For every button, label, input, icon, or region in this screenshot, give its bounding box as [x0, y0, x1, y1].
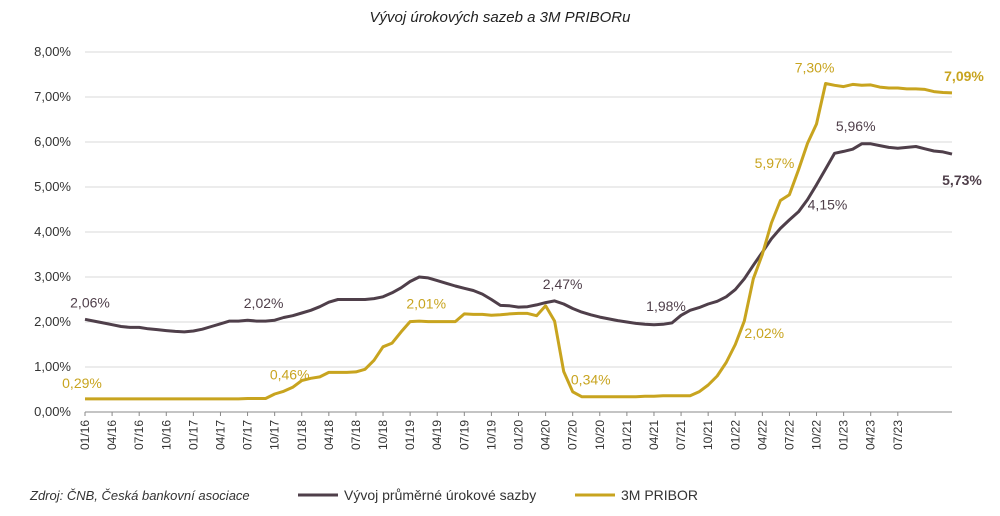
x-tick-label: 04/17: [213, 420, 227, 450]
x-tick-label: 01/20: [512, 420, 526, 450]
x-tick-label: 07/23: [891, 420, 905, 450]
x-tick-label: 10/18: [376, 420, 390, 450]
y-tick-label: 8,00%: [34, 44, 71, 59]
y-axis: 0,00% 1,00% 2,00% 3,00% 4,00% 5,00% 6,00% 7,00%…: [34, 44, 71, 419]
legend: Vývoj průměrné úrokové sazby 3M PRIBOR: [298, 487, 698, 503]
x-tick-label: 10/19: [484, 420, 498, 450]
x-tick-label: 04/22: [755, 420, 769, 450]
x-tick-label: 04/18: [322, 420, 336, 450]
y-tick-label: 5,00%: [34, 179, 71, 194]
x-tick-label: 10/17: [268, 420, 282, 450]
x-tick-label: 04/16: [105, 420, 119, 450]
x-tick-label: 01/16: [78, 420, 92, 450]
y-tick-label: 2,00%: [34, 314, 71, 329]
source-note: Zdroj: ČNB, Česká bankovní asociace: [29, 488, 250, 503]
x-tick-label: 04/19: [430, 420, 444, 450]
y-tick-label: 6,00%: [34, 134, 71, 149]
data-label: 2,01%: [406, 296, 446, 312]
data-label: 1,98%: [646, 298, 686, 314]
x-tick-label: 07/21: [674, 420, 688, 450]
series-line-rate: [84, 142, 953, 334]
x-tick-label: 01/19: [403, 420, 417, 450]
data-label: 2,47%: [543, 276, 583, 292]
x-tick-label: 04/20: [539, 420, 553, 450]
y-tick-label: 7,00%: [34, 89, 71, 104]
x-axis: 01/16 04/16 07/16 10/16 01/17 04/17 07/17 10/17…: [78, 412, 905, 450]
data-labels: 2,06% 2,02% 2,47% 1,98% 4,15% 5,96% 5,73% 0,29%…: [62, 60, 984, 391]
x-tick-label: 07/17: [241, 420, 255, 450]
legend-label-rate: Vývoj průměrné úrokové sazby: [344, 487, 536, 503]
data-label: 5,73%: [942, 172, 982, 188]
data-label: 2,02%: [244, 295, 284, 311]
y-tick-label: 3,00%: [34, 269, 71, 284]
data-label: 7,30%: [795, 60, 835, 76]
x-tick-label: 01/17: [186, 420, 200, 450]
x-tick-label: 01/21: [620, 420, 634, 450]
data-label: 0,34%: [571, 372, 611, 388]
data-label: 0,46%: [270, 366, 310, 382]
x-tick-label: 10/22: [810, 420, 824, 450]
data-label: 0,29%: [62, 375, 102, 391]
x-tick-label: 07/22: [782, 420, 796, 450]
x-tick-label: 10/16: [159, 420, 173, 450]
series-line-pribor: [85, 82, 953, 401]
chart-title: Vývoj úrokových sazeb a 3M PRIBORu: [370, 9, 632, 26]
x-tick-label: 01/23: [837, 420, 851, 450]
data-label: 2,02%: [744, 325, 784, 341]
data-label: 7,09%: [944, 68, 984, 84]
x-tick-label: 01/22: [728, 420, 742, 450]
x-tick-label: 10/21: [701, 420, 715, 450]
x-tick-label: 04/23: [864, 420, 878, 450]
x-tick-label: 01/18: [295, 420, 309, 450]
data-label: 4,15%: [808, 197, 848, 213]
data-label: 2,06%: [70, 294, 110, 310]
x-tick-label: 07/16: [132, 420, 146, 450]
x-tick-label: 10/20: [593, 420, 607, 450]
y-tick-label: 0,00%: [34, 404, 71, 419]
x-tick-label: 04/21: [647, 420, 661, 450]
data-label: 5,97%: [755, 155, 795, 171]
y-tick-label: 1,00%: [34, 359, 71, 374]
data-label: 5,96%: [836, 118, 876, 134]
series: [84, 82, 953, 401]
x-tick-label: 07/19: [457, 420, 471, 450]
y-tick-label: 4,00%: [34, 224, 71, 239]
legend-label-pribor: 3M PRIBOR: [621, 487, 698, 503]
x-tick-label: 07/18: [349, 420, 363, 450]
x-tick-label: 07/20: [566, 420, 580, 450]
